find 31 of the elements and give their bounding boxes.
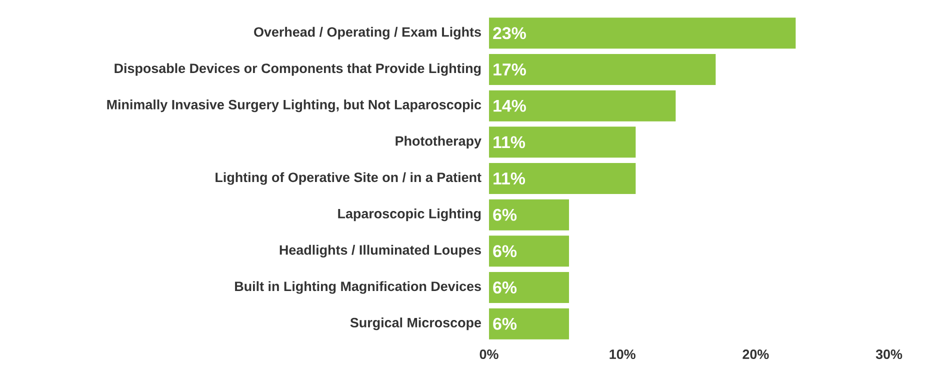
y-tick-label: Surgical Microscope xyxy=(350,318,482,330)
data-label: 17% xyxy=(494,64,526,76)
y-tick-label: Lighting of Operative Site on / in a Patient xyxy=(216,172,482,185)
data-label: 6% xyxy=(493,245,517,258)
y-tick-label: Disposable Devices or Components that Provide Lighting xyxy=(114,63,481,76)
x-tick-label: 0% xyxy=(480,350,498,360)
bar xyxy=(489,90,676,122)
data-label: 11% xyxy=(494,172,526,184)
x-tick-label: 30% xyxy=(876,350,902,360)
bar xyxy=(489,236,570,267)
data-label: 11% xyxy=(494,136,526,148)
y-tick-label: Laparoscopic Lighting xyxy=(338,208,481,222)
bar xyxy=(489,272,570,304)
x-tick-label: 10% xyxy=(610,350,636,360)
y-tick-label: Headlights / Illuminated Loupes xyxy=(280,244,481,258)
y-tick-label: Minimally Invasive Surgery Lighting, but Not Laparoscopic xyxy=(107,100,482,112)
bar xyxy=(489,18,796,49)
bar xyxy=(489,199,570,230)
y-tick-label: Overhead / Operating / Exam Lights xyxy=(254,26,481,40)
bar xyxy=(489,163,636,194)
data-label: 23% xyxy=(493,27,526,40)
y-tick-label: Built in Lighting Magnification Devices xyxy=(235,281,481,294)
data-label: 6% xyxy=(493,318,517,330)
bar xyxy=(489,126,636,158)
bar xyxy=(489,308,570,340)
data-label: 6% xyxy=(493,282,517,294)
bar xyxy=(489,54,716,86)
y-tick-label: Phototherapy xyxy=(396,136,482,148)
x-tick-label: 20% xyxy=(742,350,769,360)
data-label: 14% xyxy=(494,100,526,112)
data-label: 6% xyxy=(493,208,517,221)
